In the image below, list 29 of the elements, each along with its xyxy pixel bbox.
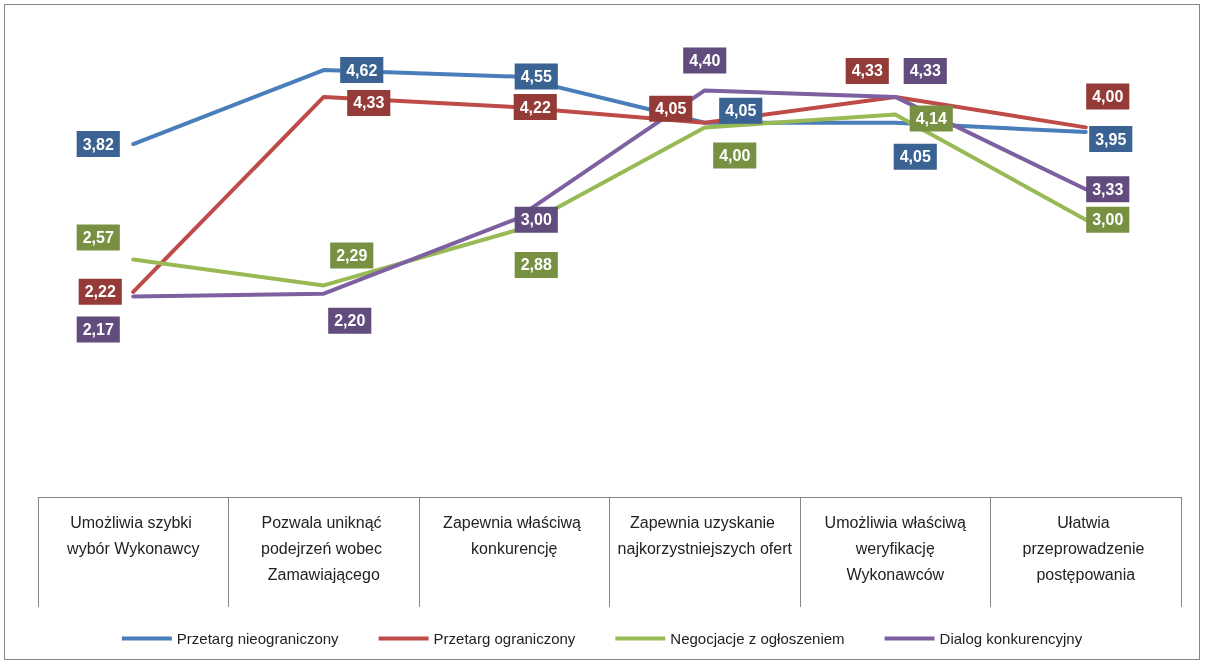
data-label: 4,00 [1092,87,1124,105]
legend-label: Przetarg ograniczony [433,630,576,647]
data-label: 2,22 [84,283,116,301]
x-tick-label: Pozwala uniknąć podejrzeń wobec Zamawiającego [261,513,387,583]
x-tick-label: Umożliwia właściwą weryfikację Wykonawców [824,513,967,583]
data-label: 4,33 [909,62,941,80]
data-label: 4,33 [851,62,883,80]
data-label: 4,14 [915,109,947,127]
data-label: 2,57 [82,229,114,247]
data-label: 4,05 [655,100,687,118]
data-label: 2,17 [82,320,114,338]
data-label: 2,29 [336,246,368,264]
data-label: 4,40 [689,51,721,69]
data-label: 3,82 [82,135,114,153]
data-label: 4,33 [353,94,385,112]
data-label: 2,88 [520,256,552,274]
x-tick-label: Zapewnia uzyskanie najkorzystniejszych ofert [617,513,793,557]
data-label: 4,00 [719,146,751,164]
data-label: 4,05 [899,148,931,166]
x-tick-label: Ułatwia przeprowadzenie postępowania [1022,513,1149,583]
legend-label: Negocjacje z ogłoszeniem [670,630,845,647]
data-label: 3,95 [1095,130,1127,148]
legend-label: Dialog konkurencyjny [939,630,1083,647]
x-tick-label: Zapewnia właściwą konkurencję [443,513,586,557]
legend-label: Przetarg nieograniczony [176,630,340,647]
data-label: 4,05 [725,102,757,120]
data-label: 2,20 [334,312,366,330]
x-tick-label: Umożliwia szybki wybór Wykonawcy [66,513,200,557]
data-label: 4,62 [346,61,378,79]
